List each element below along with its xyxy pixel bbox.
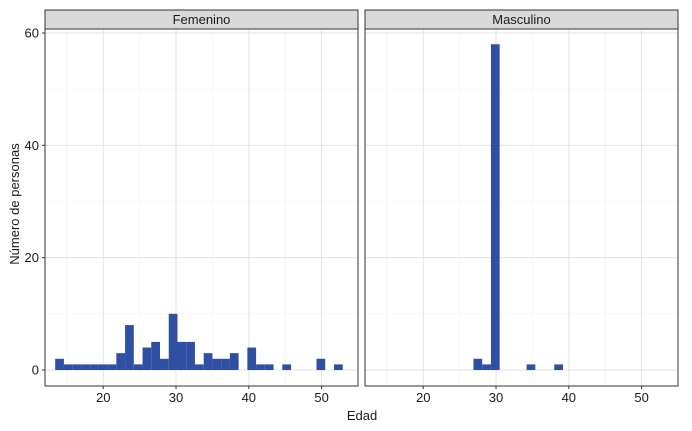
histogram-bar [482, 364, 491, 370]
facet-strip-label: Femenino [173, 12, 231, 27]
y-tick-label: 0 [32, 363, 39, 378]
histogram-bar [107, 364, 117, 370]
panel-masculino: Masculino 20 30 40 50 [364, 9, 679, 405]
histogram-bar [177, 341, 187, 370]
y-tick-label: 20 [25, 250, 39, 265]
histogram-bar [473, 358, 483, 370]
x-axis-title: Edad [347, 408, 377, 423]
histogram-bar [333, 364, 343, 370]
panel-femenino: Femenino 20 30 40 50 [44, 9, 359, 405]
histogram-bar [142, 347, 152, 370]
histogram-bar [90, 364, 99, 370]
histogram-bar [116, 353, 126, 370]
histogram-bar [194, 364, 204, 370]
x-tick-label: 20 [96, 390, 110, 405]
histogram-bar [203, 353, 213, 370]
histogram-bar [125, 325, 134, 370]
histogram-bar [526, 364, 536, 370]
panel-background [45, 29, 358, 386]
histogram-bar [133, 364, 143, 370]
histogram-bar [63, 364, 73, 370]
histogram-bar [554, 364, 563, 370]
x-tick-label: 20 [416, 390, 430, 405]
histogram-bar [186, 341, 195, 370]
y-tick-label: 40 [25, 138, 39, 153]
histogram-bar [160, 358, 169, 370]
histogram-bar [316, 358, 326, 370]
histogram-bar [282, 364, 292, 370]
y-axis-title: Número de personas [7, 143, 22, 265]
x-tick-label: 40 [562, 390, 576, 405]
y-tick-label: 60 [25, 26, 39, 41]
x-tick-label: 50 [314, 390, 328, 405]
x-tick-label: 40 [242, 390, 256, 405]
histogram-bar [81, 364, 91, 370]
y-axis: 0 20 40 60 [25, 26, 45, 378]
histogram-bar [247, 347, 257, 370]
panel-background [365, 29, 678, 386]
histogram-bar [98, 364, 108, 370]
histogram-bar [256, 364, 265, 370]
facet-strip-label: Masculino [492, 12, 551, 27]
histogram-bar [212, 358, 222, 370]
histogram-bar [221, 358, 230, 370]
histogram-bar [490, 44, 500, 370]
x-tick-label: 50 [634, 390, 648, 405]
facet-strip [44, 9, 359, 30]
histogram-bar [72, 364, 82, 370]
histogram-bar [264, 364, 274, 370]
facet-strip [364, 9, 679, 30]
histogram-bar [55, 358, 64, 370]
x-tick-label: 30 [169, 390, 183, 405]
x-tick-label: 30 [489, 390, 503, 405]
histogram-bar [168, 313, 178, 370]
histogram-bar [229, 353, 239, 370]
histogram-bar [151, 341, 161, 370]
